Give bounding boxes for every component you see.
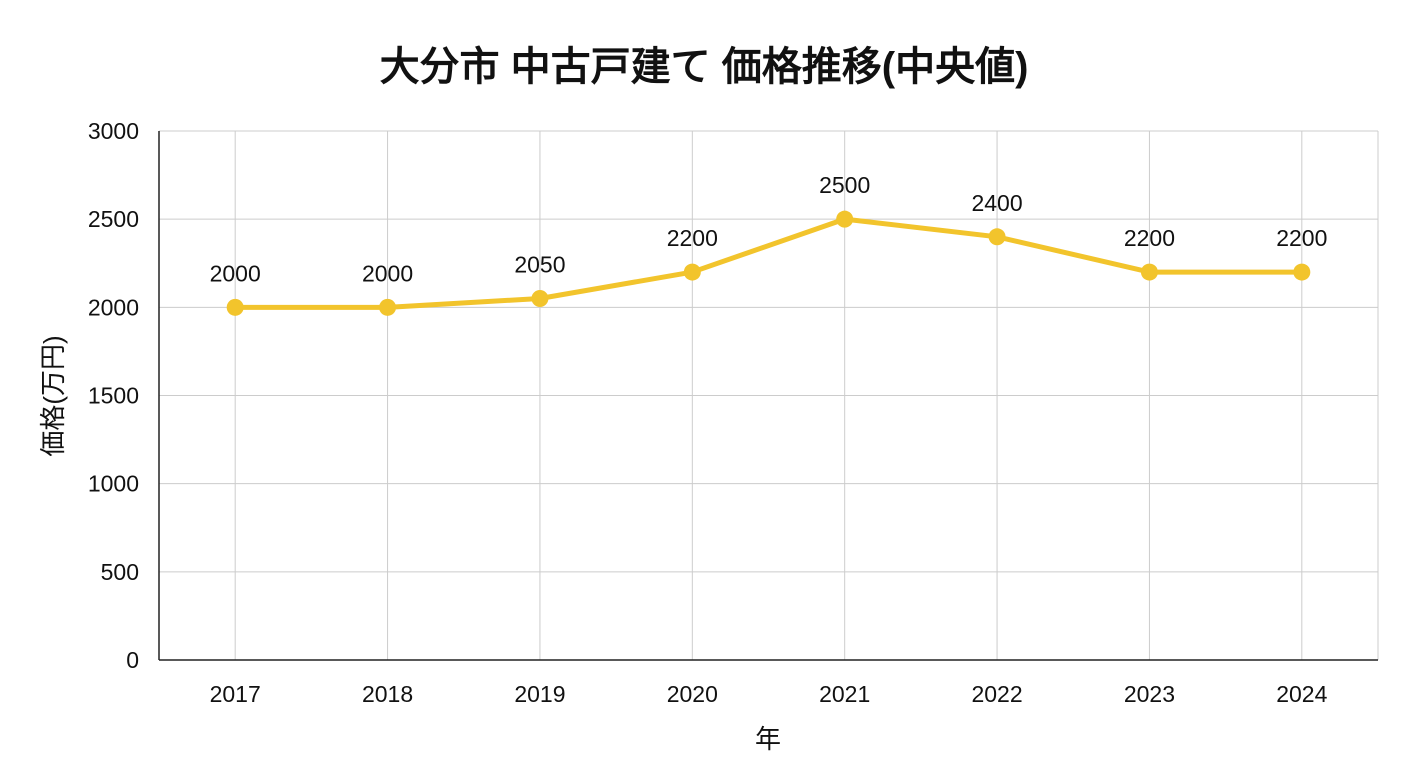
series-line bbox=[232, 216, 1305, 310]
y-tick-label: 2000 bbox=[88, 294, 139, 320]
data-label: 2200 bbox=[1124, 225, 1175, 251]
data-point bbox=[1293, 263, 1311, 281]
data-point bbox=[379, 298, 397, 316]
x-tick-label: 2019 bbox=[514, 681, 565, 707]
data-point bbox=[1140, 263, 1158, 281]
data-point bbox=[226, 298, 244, 316]
data-label: 2000 bbox=[362, 260, 413, 286]
data-label: 2200 bbox=[1276, 225, 1327, 251]
y-tick-label: 3000 bbox=[88, 118, 139, 144]
y-tick-label: 500 bbox=[101, 559, 139, 585]
x-tick-label: 2020 bbox=[667, 681, 718, 707]
chart-title: 大分市 中古戸建て 価格推移(中央値) bbox=[380, 45, 1029, 89]
x-tick-label: 2024 bbox=[1276, 681, 1327, 707]
y-tick-label: 1500 bbox=[88, 383, 139, 409]
y-tick-labels: 0 500 1000 1500 2000 2500 3000 bbox=[88, 118, 139, 673]
axes bbox=[158, 131, 1378, 661]
x-tick-labels: 2017 2018 2019 2020 2021 2022 2023 2024 bbox=[210, 681, 1328, 707]
x-tick-label: 2023 bbox=[1124, 681, 1175, 707]
data-point bbox=[683, 263, 701, 281]
x-tick-label: 2017 bbox=[210, 681, 261, 707]
series-group bbox=[226, 210, 1311, 316]
data-label: 2500 bbox=[819, 172, 870, 198]
data-labels: 2000 2000 2050 2200 2500 2400 2200 2200 bbox=[210, 172, 1328, 286]
data-point bbox=[988, 228, 1006, 246]
x-tick-label: 2022 bbox=[971, 681, 1022, 707]
grid bbox=[159, 130, 1379, 660]
data-label: 2400 bbox=[971, 190, 1022, 216]
y-axis-title: 価格(万円) bbox=[38, 335, 68, 456]
data-label: 2000 bbox=[210, 260, 261, 286]
x-tick-label: 2021 bbox=[819, 681, 870, 707]
data-label: 2200 bbox=[667, 225, 718, 251]
x-tick-label: 2018 bbox=[362, 681, 413, 707]
y-tick-label: 0 bbox=[126, 647, 139, 673]
y-tick-label: 1000 bbox=[88, 471, 139, 497]
y-tick-label: 2500 bbox=[88, 206, 139, 232]
data-point bbox=[836, 210, 854, 228]
data-point bbox=[531, 290, 549, 308]
x-axis-title: 年 bbox=[755, 724, 781, 754]
data-label: 2050 bbox=[514, 252, 565, 278]
